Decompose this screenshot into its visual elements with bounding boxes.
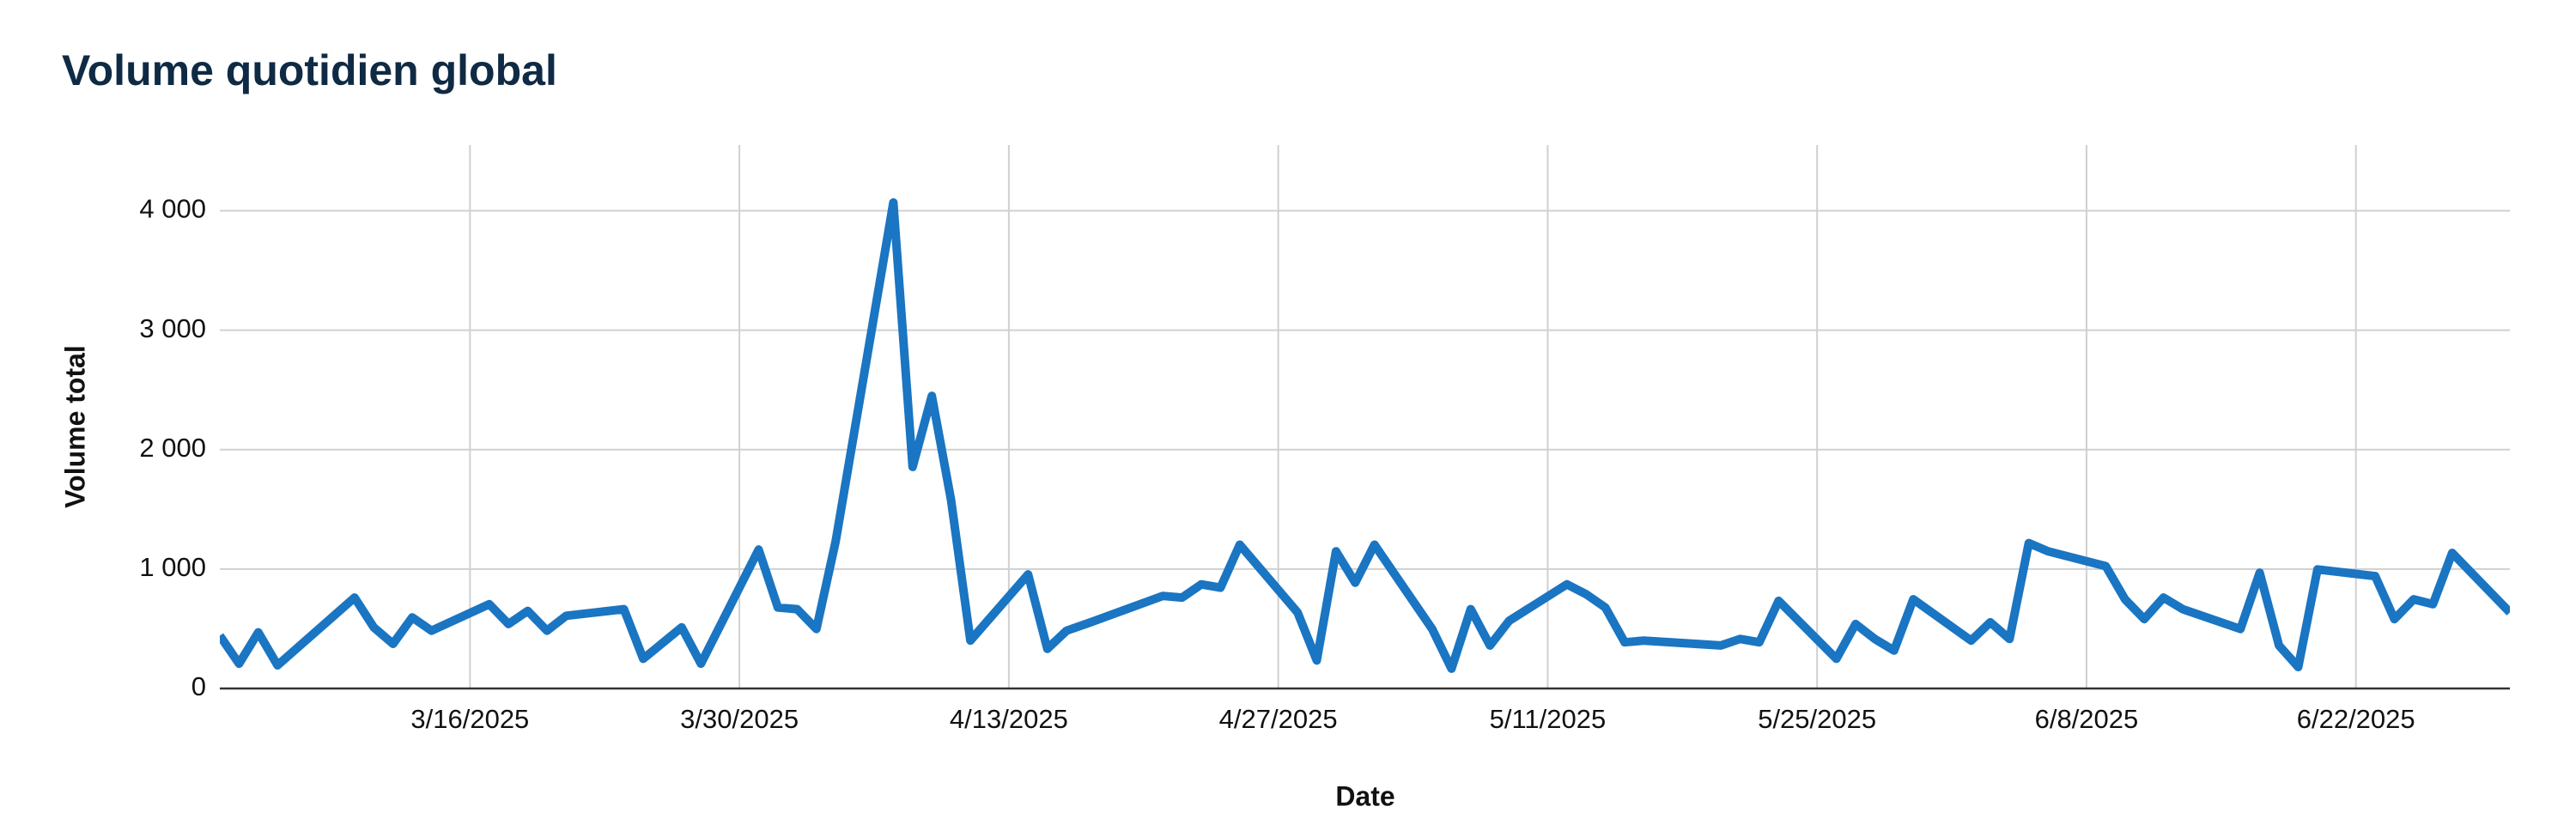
y-axis-title: Volume total [59, 345, 90, 508]
x-tick-label: 4/27/2025 [1219, 704, 1338, 734]
y-tick-label: 4 000 [139, 194, 206, 224]
x-tick-label: 3/16/2025 [410, 704, 529, 734]
x-tick-label: 3/30/2025 [680, 704, 799, 734]
series-line [220, 197, 2510, 673]
y-tick-label: 2 000 [139, 433, 206, 463]
x-tick-label: 4/13/2025 [950, 704, 1068, 734]
x-tick-label: 6/22/2025 [2297, 704, 2415, 734]
y-tick-label: 0 [191, 671, 206, 701]
y-tick-label: 1 000 [139, 552, 206, 582]
x-tick-label: 5/11/2025 [1490, 704, 1607, 734]
chart-title: Volume quotidien global [62, 46, 557, 94]
y-tick-label: 3 000 [139, 313, 206, 343]
x-tick-label: 5/25/2025 [1758, 704, 1876, 734]
x-tick-label: 6/8/2025 [2035, 704, 2139, 734]
x-axis-title: Date [1335, 780, 1394, 811]
